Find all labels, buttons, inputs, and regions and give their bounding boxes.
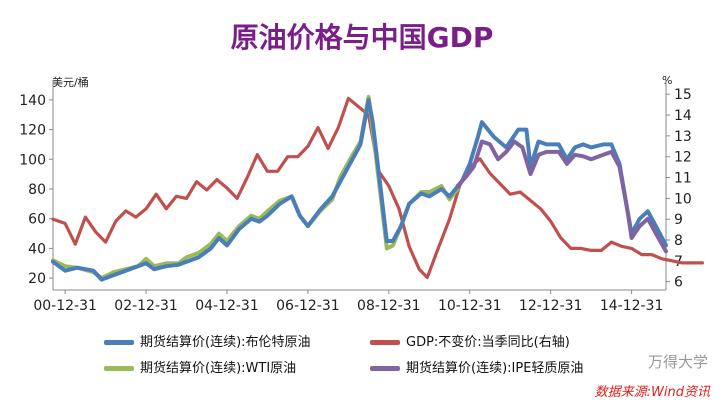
- x-tick-label: 00-12-31: [33, 298, 97, 314]
- x-tick-label: 12-12-31: [519, 298, 583, 314]
- source-note: 数据来源:Wind资讯: [594, 385, 710, 400]
- series-line-ipe: [455, 139, 668, 254]
- left-tick-label: 40: [28, 241, 46, 257]
- x-tick-label: 04-12-31: [195, 298, 259, 314]
- right-tick-label: 12: [674, 150, 692, 166]
- x-tick-label: 10-12-31: [438, 298, 502, 314]
- legend-label-wti: 期货结算价(连续):WTI原油: [140, 361, 297, 376]
- x-tick-label: 14-12-31: [600, 298, 664, 314]
- legend-swatch-gdp: [370, 340, 400, 345]
- x-tick-label: 06-12-31: [276, 298, 340, 314]
- x-tick-label: 08-12-31: [357, 298, 421, 314]
- chart-title: 原油价格与中国GDP: [230, 21, 494, 54]
- right-tick-label: 11: [674, 171, 692, 187]
- right-tick-label: 14: [674, 108, 692, 124]
- left-tick-label: 120: [19, 123, 46, 139]
- left-tick-label: 20: [28, 271, 46, 287]
- left-tick-label: 140: [19, 93, 46, 109]
- legend-label-ipe: 期货结算价(连续):IPE轻质原油: [406, 361, 584, 376]
- left-axis-unit: 美元/桶: [52, 76, 89, 89]
- right-tick-label: 13: [674, 129, 692, 145]
- right-tick-label: 9: [674, 212, 683, 228]
- left-tick-label: 80: [28, 182, 46, 198]
- x-tick-label: 02-12-31: [114, 298, 178, 314]
- legend-label-brent: 期货结算价(连续):布伦特原油: [140, 335, 311, 350]
- legend-swatch-ipe: [370, 366, 400, 371]
- left-tick-label: 100: [19, 152, 46, 168]
- series-line-wti: [51, 94, 460, 281]
- legend-label-gdp: GDP:不变价:当季同比(右轴): [406, 335, 570, 350]
- legend-item-wti: 期货结算价(连续):WTI原油: [104, 357, 296, 376]
- right-tick-label: 15: [674, 87, 692, 103]
- legend-item-gdp: GDP:不变价:当季同比(右轴): [370, 331, 570, 350]
- series-line-brent: [51, 97, 668, 282]
- right-axis-unit: %: [662, 74, 673, 87]
- legend-swatch-brent: [104, 340, 134, 345]
- legend-swatch-wti: [104, 366, 134, 371]
- right-tick-label: 10: [674, 191, 692, 207]
- left-tick-label: 60: [28, 212, 46, 228]
- legend-item-ipe: 期货结算价(连续):IPE轻质原油: [370, 357, 583, 376]
- right-tick-label: 8: [674, 233, 683, 249]
- legend-item-brent: 期货结算价(连续):布伦特原油: [104, 331, 311, 350]
- right-tick-label: 6: [674, 275, 683, 291]
- watermark: 万得大学: [647, 353, 708, 371]
